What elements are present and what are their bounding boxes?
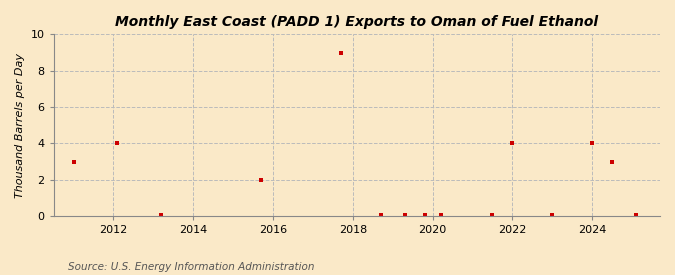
Text: Source: U.S. Energy Information Administration: Source: U.S. Energy Information Administ… (68, 262, 314, 272)
Title: Monthly East Coast (PADD 1) Exports to Oman of Fuel Ethanol: Monthly East Coast (PADD 1) Exports to O… (115, 15, 598, 29)
Y-axis label: Thousand Barrels per Day: Thousand Barrels per Day (15, 53, 25, 198)
